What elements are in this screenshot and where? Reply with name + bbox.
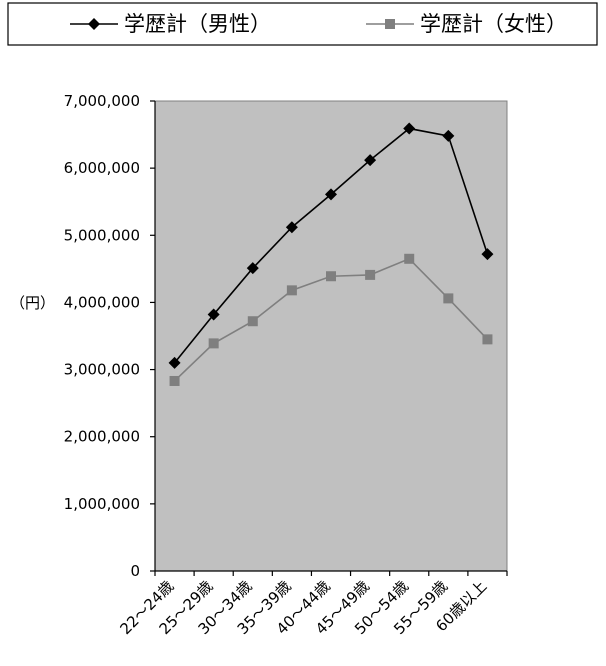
plot-area: [154, 100, 508, 572]
y-tick-label: 3,000,000: [64, 361, 140, 379]
x-ticks: 22～24歳25～29歳30～34歳35～39歳40～44歳45～49歳50～5…: [116, 571, 508, 638]
data-point-male: [364, 154, 377, 167]
data-point-female: [169, 375, 180, 386]
data-point-female: [482, 334, 493, 345]
data-point-male: [442, 129, 455, 142]
data-point-male: [168, 356, 181, 369]
legend-marker-male: [88, 18, 100, 30]
data-point-male: [325, 188, 337, 201]
legend-label-male: 学歴計（男性）: [124, 12, 271, 36]
series-layer: [168, 122, 494, 386]
data-point-male: [285, 221, 298, 234]
data-point-male: [403, 122, 416, 135]
data-point-female: [404, 253, 415, 264]
data-point-female: [208, 338, 219, 349]
legend-label-female: 学歴計（女性）: [420, 12, 567, 36]
data-point-female: [286, 285, 297, 296]
data-point-female: [326, 271, 336, 282]
y-tick-label: 7,000,000: [64, 92, 140, 110]
y-tick-label: 1,000,000: [64, 495, 140, 513]
legend-marker-female: [385, 19, 395, 29]
legend: 学歴計（男性） 学歴計（女性）: [7, 2, 598, 46]
y-tick-label: 0: [130, 562, 140, 580]
data-point-male: [481, 248, 494, 261]
data-point-male: [246, 262, 259, 275]
data-point-male: [207, 308, 220, 321]
y-tick-label: 2,000,000: [64, 428, 140, 446]
y-axis-unit: （円）: [10, 294, 55, 312]
y-tick-label: 5,000,000: [64, 226, 140, 244]
data-point-female: [247, 316, 258, 327]
y-tick-label: 6,000,000: [64, 159, 140, 177]
y-ticks: 0 1,000,000 2,000,000 3,000,000 4,000,000 5,0…: [64, 92, 155, 580]
y-tick-label: 4,000,000: [64, 293, 140, 311]
data-point-female: [443, 293, 454, 304]
data-point-female: [365, 269, 376, 280]
